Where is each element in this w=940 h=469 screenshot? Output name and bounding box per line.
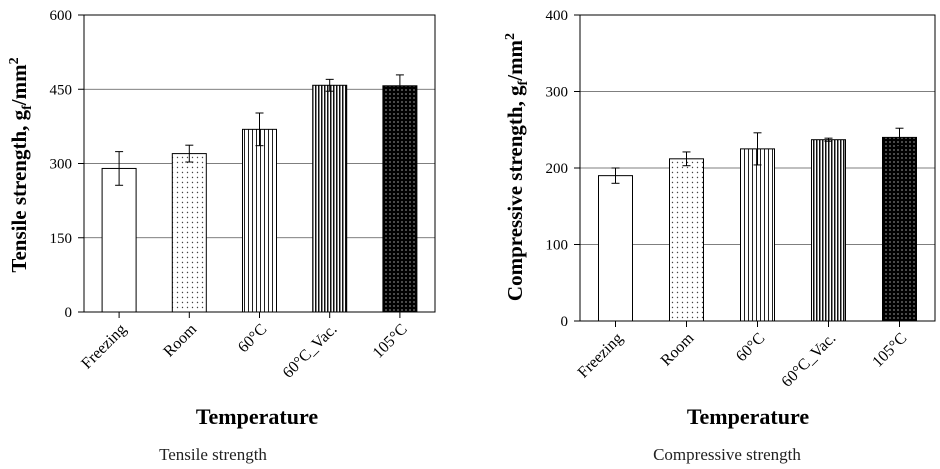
y-axis-title-sub: f [516, 80, 531, 85]
error-bar [325, 78, 334, 92]
x-axis-title: Temperature [687, 404, 809, 429]
category-label: 60°C [733, 330, 768, 365]
bar [740, 148, 775, 322]
compressive-strength-chart: Compressive strength, gf/mm2 0 100 200 300 4… [503, 8, 936, 464]
y-tick-label: 100 [546, 238, 569, 254]
y-tick-label: 450 [50, 82, 73, 98]
y-axis-title-main: Compressive strength, g [503, 85, 527, 301]
bar [669, 158, 704, 322]
error-bar [185, 144, 194, 163]
category-label: Room [160, 320, 200, 360]
error-bar [395, 74, 404, 98]
bar [811, 139, 846, 322]
y-axis-title-sub: f [20, 105, 35, 110]
bar [171, 153, 207, 313]
error-bar [115, 151, 124, 186]
category-label: 60°C_Vac. [280, 321, 341, 382]
y-tick-label: 150 [50, 231, 73, 247]
category-label: 60°C_Vac. [778, 330, 839, 391]
category-label: 105°C [370, 321, 411, 362]
figure-caption: Compressive strength [653, 445, 801, 464]
category-label: 60°C [235, 321, 270, 356]
error-bar [255, 112, 264, 147]
error-bar [611, 167, 620, 184]
category-label: Room [658, 329, 698, 369]
tensile-strength-chart: Tensile strength, gf/mm2 0 150 300 450 600 F… [7, 8, 436, 464]
y-axis-title: Compressive strength, gf/mm2 [503, 33, 531, 301]
y-tick-label: 200 [546, 161, 569, 177]
y-axis-title-main: Tensile strength, g [7, 109, 31, 272]
y-tick-label: 300 [546, 85, 569, 101]
plot-frame [83, 14, 436, 313]
svg-text:Compressive strength, gf/mm2: Compressive strength, gf/mm2 [503, 33, 531, 301]
bar [312, 84, 348, 313]
plot-frame [579, 14, 936, 322]
y-axis-title-sup: 2 [7, 57, 22, 64]
y-tick-label: 0 [561, 314, 569, 330]
y-axis-title-unit: /mm [503, 39, 527, 81]
bar [101, 167, 137, 313]
figure-caption: Tensile strength [159, 445, 267, 464]
bar [382, 85, 418, 313]
x-axis-title: Temperature [196, 404, 318, 429]
error-bar [824, 137, 833, 142]
category-label: Freezing [78, 321, 130, 373]
y-tick-label: 600 [50, 8, 73, 24]
y-axis-title-unit: /mm [7, 64, 31, 106]
error-bar [682, 151, 691, 167]
error-bar [753, 132, 762, 166]
bar [242, 128, 277, 313]
svg-text:Tensile strength, gf/mm2: Tensile strength, gf/mm2 [7, 57, 35, 272]
y-axis-title: Tensile strength, gf/mm2 [7, 57, 35, 272]
category-label: 105°C [869, 330, 910, 371]
y-tick-label: 0 [65, 305, 73, 321]
y-tick-label: 300 [50, 157, 73, 173]
bar [882, 136, 917, 322]
category-label: Freezing [575, 330, 627, 382]
error-bar [895, 127, 904, 148]
y-tick-label: 400 [546, 8, 569, 24]
y-axis-title-sup: 2 [503, 33, 518, 40]
bar [598, 175, 633, 322]
